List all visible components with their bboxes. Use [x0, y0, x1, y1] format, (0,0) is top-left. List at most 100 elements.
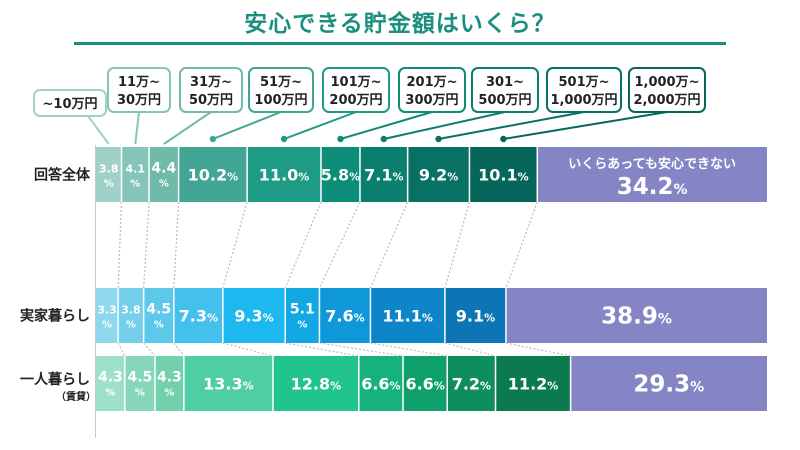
bar-segment	[143, 288, 174, 343]
bar-segment	[173, 288, 223, 343]
callout-dot	[337, 135, 344, 143]
bar-segment	[121, 147, 150, 202]
connector-line	[173, 201, 180, 289]
data-label: 4.5	[128, 370, 153, 386]
bar-segment	[124, 356, 155, 411]
bar-segment	[222, 288, 286, 343]
callout-leader	[340, 111, 433, 140]
data-label: 11.1%	[382, 307, 433, 326]
data-label-unit: %	[105, 388, 115, 399]
connector-line	[285, 342, 359, 357]
callout-leader	[163, 111, 212, 145]
row-label: 回答全体	[34, 167, 91, 184]
data-label: 10.1%	[478, 166, 529, 185]
data-label: 11.0%	[259, 166, 310, 185]
bar-segment	[444, 288, 506, 343]
callout-label: 31万~	[190, 75, 232, 90]
bar-segment	[505, 288, 767, 343]
connector-line	[505, 201, 538, 289]
bar-segment	[272, 356, 359, 411]
data-label: 10.2%	[188, 166, 239, 185]
callout-label: 300万円	[405, 93, 458, 108]
callout-label: 50万円	[189, 93, 233, 108]
bar-segment	[370, 288, 445, 343]
bar-segment	[359, 147, 408, 202]
callout-box	[398, 67, 466, 113]
callout-dot	[435, 135, 442, 143]
data-label: 5.8%	[321, 166, 360, 185]
data-label-unit: %	[164, 388, 174, 399]
data-label: 11.2%	[508, 375, 559, 394]
bar-segment	[537, 147, 767, 202]
bar-segment	[469, 147, 538, 202]
data-label-unit: %	[159, 179, 169, 190]
connector-line	[370, 342, 448, 357]
callout-box	[179, 67, 243, 113]
callout-label: 30万円	[117, 93, 161, 108]
callout-dot	[380, 135, 388, 143]
callout-leader	[438, 111, 585, 140]
data-label-unit: %	[154, 320, 164, 331]
data-label: 4.3	[157, 370, 182, 386]
connector-line	[117, 342, 126, 357]
bar-segment	[96, 356, 125, 411]
connector-line	[117, 201, 123, 289]
connector-line	[284, 201, 322, 289]
callout-dot	[500, 135, 507, 143]
data-label-unit: %	[104, 179, 114, 190]
row-sublabel: （賃貸）	[56, 390, 96, 403]
bar-segment	[319, 288, 371, 343]
callout-box	[471, 67, 539, 113]
bar-segment	[403, 356, 448, 411]
data-label: 4.4	[151, 161, 176, 177]
callout-dot	[280, 135, 288, 143]
data-label: 4.5	[146, 302, 171, 318]
data-label: 7.6%	[325, 307, 364, 326]
callout-box	[322, 67, 390, 113]
bar-segment	[358, 356, 404, 411]
callout-label: 500万円	[478, 93, 531, 108]
bar-segment	[321, 147, 360, 202]
callout-box	[546, 67, 622, 113]
callout-label: 51万~	[260, 75, 302, 90]
chart-title: 安心できる貯金額はいくら？	[244, 11, 556, 37]
data-label: 9.2%	[419, 166, 458, 185]
connector-line	[444, 342, 496, 357]
connector-line	[143, 201, 150, 289]
bar-segment	[178, 147, 248, 202]
callout-leader	[87, 115, 110, 145]
data-label: 9.3%	[234, 307, 273, 326]
data-label-unit: %	[130, 179, 140, 190]
callout-label: 200万円	[329, 93, 382, 108]
callout-leader	[283, 111, 357, 140]
data-label: 13.3%	[203, 375, 254, 394]
callout-dot	[209, 135, 217, 143]
callout-label: ~10万円	[43, 97, 98, 112]
bar-segment	[285, 288, 320, 343]
callout-label: 2,000万円	[633, 93, 700, 108]
bar-segment	[96, 147, 122, 202]
data-label: 4.1	[126, 163, 146, 176]
bar-segment	[447, 356, 496, 411]
data-label-unit: %	[297, 320, 307, 331]
callout-label: 301~	[486, 75, 524, 90]
bar-segment	[247, 147, 322, 202]
row-label: 一人暮らし	[20, 371, 90, 388]
data-label-unit: %	[126, 320, 136, 331]
callout-leader	[383, 111, 506, 140]
data-label: 12.8%	[291, 375, 342, 394]
data-label: 9.1%	[456, 307, 495, 326]
connector-line	[222, 342, 274, 357]
callout-label: 1,000万~	[634, 75, 699, 90]
bar-segment	[495, 356, 571, 411]
data-label: 38.9%	[601, 304, 672, 330]
data-label-unit: %	[135, 388, 145, 399]
data-label-note: いくらあっても安心できない	[568, 156, 736, 172]
callout-label: 1,000万円	[550, 93, 617, 108]
data-label: 4.3	[98, 370, 123, 386]
row-label: 実家暮らし	[20, 308, 90, 325]
callout-leader	[212, 111, 282, 140]
callout-box	[107, 67, 171, 113]
callout-label: 100万円	[254, 93, 307, 108]
bar-segment	[96, 288, 119, 343]
